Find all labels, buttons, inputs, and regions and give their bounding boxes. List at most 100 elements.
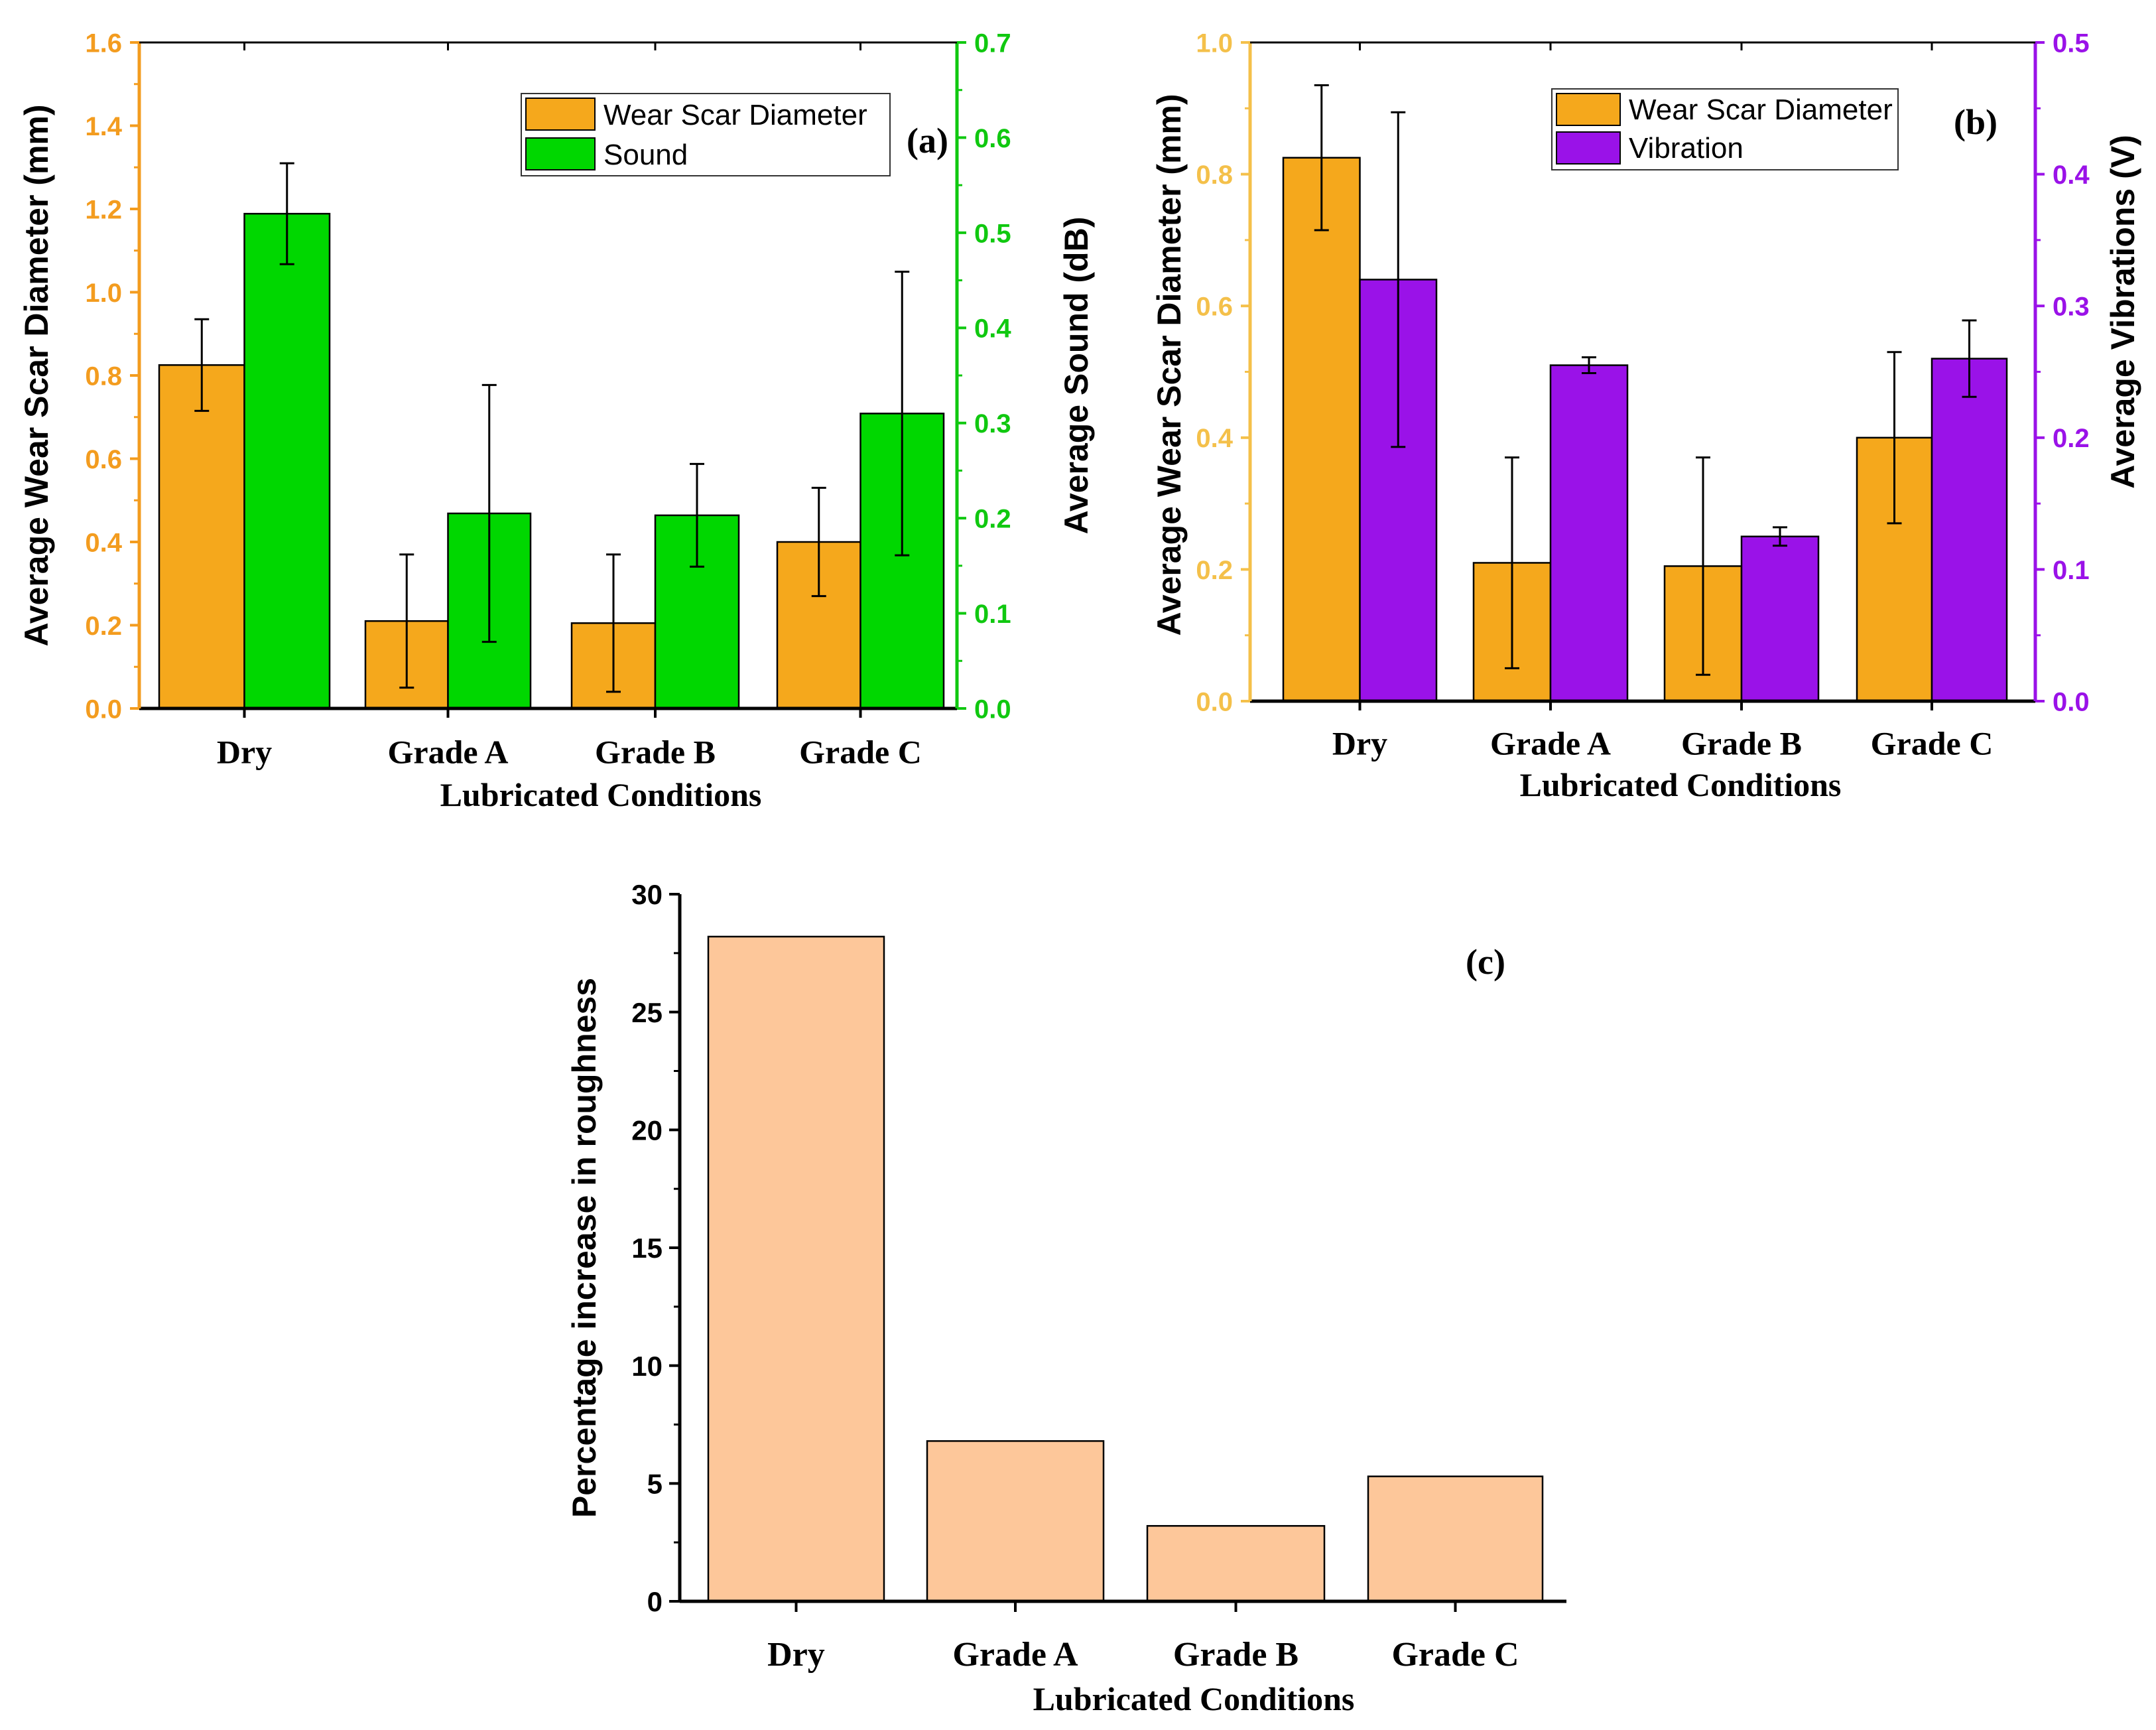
chart-c-y-tick-label-left-7: 30 <box>631 879 663 910</box>
chart-a-errorbar-2-4 <box>895 271 910 557</box>
chart-b-legend-label-2: Vibration <box>1629 132 1744 165</box>
chart-b-y-tick-label-right-4: 0.3 <box>2053 293 2090 322</box>
chart-a-y-tick-label-right-5: 0.4 <box>974 314 1011 344</box>
chart-c-x-tick-label-2: Grade A <box>952 1636 1078 1674</box>
chart-c-bar-1-3 <box>1146 1525 1326 1603</box>
chart-b: Dry Grade A Grade B Grade C 0.0 0.2 0.4 0.6 0.8 1… <box>1151 29 2141 803</box>
chart-a-legend-swatch-2 <box>525 137 596 170</box>
chart-b-y-tick-label-left-1: 0.0 <box>1196 687 1233 716</box>
chart-b-panel-label: (b) <box>1954 102 1997 142</box>
chart-a-legend: Wear Scar Diameter Sound <box>521 93 891 176</box>
chart-a-errorbar-2-3 <box>690 462 704 568</box>
chart-c-bar-1-4 <box>1367 1475 1544 1603</box>
chart-b-legend: Wear Scar Diameter Vibration <box>1551 88 1899 170</box>
chart-b-bar-2-4 <box>1931 358 2008 702</box>
chart-c-y-tick-label-left-3: 10 <box>631 1351 663 1382</box>
chart-c-x-tick-label-4: Grade C <box>1391 1636 1519 1674</box>
chart-c-ticks: Dry Grade A Grade B Grade C 0 5 10 15 20 25 30 <box>631 879 1519 1674</box>
chart-a-errorbar-2-1 <box>279 162 294 265</box>
chart-b-legend-swatch-2 <box>1556 131 1621 165</box>
chart-b-bar-2-3 <box>1740 535 1820 702</box>
chart-a-y-tick-label-right-7: 0.6 <box>974 124 1011 153</box>
chart-c-bar-1-2 <box>926 1440 1105 1603</box>
chart-b-x-tick-label-3: Grade B <box>1681 725 1802 762</box>
chart-a-y-tick-label-left-5: 0.8 <box>85 362 122 391</box>
chart-a-x-tick-label-4: Grade C <box>799 734 922 771</box>
chart-b-y-tick-label-left-4: 0.6 <box>1196 293 1233 322</box>
chart-b-errorbar-2-1 <box>1391 111 1406 448</box>
chart-b-xlabel: Lubricated Conditions <box>1520 766 1842 803</box>
chart-c: Dry Grade A Grade B Grade C 0 5 10 15 20 25 30 Per… <box>566 879 1566 1717</box>
chart-c-x-tick-label-3: Grade B <box>1173 1636 1299 1674</box>
chart-a: Dry Grade A Grade B Grade C 0.0 0.2 0.4 0.6 0.8 1… <box>18 29 1095 813</box>
chart-a-y-tick-label-right-1: 0.0 <box>974 695 1011 724</box>
chart-a-y-tick-label-right-4: 0.3 <box>974 409 1011 438</box>
chart-b-y-tick-label-right-2: 0.1 <box>2053 556 2090 585</box>
chart-a-legend-label-1: Wear Scar Diameter <box>603 99 867 131</box>
chart-a-y-tick-label-left-6: 1.0 <box>85 279 122 308</box>
chart-a-errorbar-1-1 <box>194 318 210 412</box>
chart-a-panel-label: (a) <box>907 121 948 161</box>
chart-a-ylabel-right: Average Sound (dB) <box>1058 217 1095 535</box>
chart-a-y-tick-label-left-2: 0.2 <box>85 612 122 641</box>
chart-b-x-tick-label-4: Grade C <box>1871 725 1994 762</box>
chart-a-errorbar-2-2 <box>481 383 497 643</box>
chart-c-bar-1-1 <box>707 935 885 1603</box>
chart-b-legend-label-1: Wear Scar Diameter <box>1629 94 1893 126</box>
chart-a-bar-2-1 <box>243 212 331 710</box>
chart-a-y-tick-label-left-8: 1.4 <box>85 112 122 141</box>
chart-b-y-tick-label-right-3: 0.2 <box>2053 424 2090 453</box>
chart-b-errorbar-2-3 <box>1773 526 1787 547</box>
chart-a-y-tick-label-left-7: 1.2 <box>85 195 122 224</box>
chart-a-legend-label-2: Sound <box>603 139 688 171</box>
chart-a-y-tick-label-right-2: 0.1 <box>974 600 1011 629</box>
chart-b-errorbar-1-3 <box>1696 456 1710 676</box>
chart-b-errorbar-1-2 <box>1505 456 1519 669</box>
chart-c-y-tick-label-left-4: 15 <box>631 1232 663 1264</box>
chart-a-y-tick-label-right-8: 0.7 <box>974 29 1011 58</box>
chart-c-y-tick-label-left-5: 20 <box>631 1114 663 1146</box>
chart-b-bar-2-2 <box>1549 364 1629 702</box>
chart-b-x-tick-label-1: Dry <box>1332 725 1387 762</box>
chart-b-x-tick-label-2: Grade A <box>1490 725 1611 762</box>
chart-c-y-tick-label-left-2: 5 <box>647 1468 663 1499</box>
chart-a-x-tick-label-2: Grade A <box>388 734 509 771</box>
chart-c-xlabel: Lubricated Conditions <box>1033 1680 1355 1717</box>
chart-a-ticks: Dry Grade A Grade B Grade C 0.0 0.2 0.4 0.6 0.8 1… <box>85 29 1011 770</box>
chart-b-errorbar-1-1 <box>1314 84 1329 232</box>
chart-b-legend-swatch-1 <box>1556 93 1621 126</box>
chart-a-errorbar-1-2 <box>399 553 414 689</box>
chart-c-x-tick-label-1: Dry <box>767 1636 825 1674</box>
chart-b-errorbar-2-2 <box>1582 356 1596 374</box>
chart-b-y-tick-label-left-3: 0.4 <box>1196 424 1233 453</box>
chart-a-ylabel-left: Average Wear Scar Diameter (mm) <box>18 104 55 646</box>
chart-a-errorbar-1-4 <box>811 486 826 598</box>
chart-b-errorbar-1-4 <box>1887 351 1902 525</box>
chart-c-y-tick-label-left-1: 0 <box>647 1586 663 1617</box>
chart-b-y-tick-label-right-1: 0.0 <box>2053 687 2090 716</box>
chart-a-x-tick-label-3: Grade B <box>595 734 716 771</box>
chart-a-bar-1-1 <box>158 364 245 710</box>
chart-a-y-tick-label-left-1: 0.0 <box>85 695 122 724</box>
chart-b-marks <box>1282 84 2008 702</box>
chart-b-y-tick-label-right-5: 0.4 <box>2053 161 2090 190</box>
chart-b-y-tick-label-left-6: 1.0 <box>1196 29 1233 58</box>
chart-c-panel-label: (c) <box>1466 942 1505 982</box>
chart-a-x-tick-label-1: Dry <box>217 734 272 771</box>
chart-c-marks <box>707 935 1544 1603</box>
chart-b-y-tick-label-left-5: 0.8 <box>1196 161 1233 190</box>
chart-a-errorbar-1-3 <box>606 553 621 693</box>
chart-b-y-tick-label-left-2: 0.2 <box>1196 556 1233 585</box>
chart-c-ylabel: Percentage increase in roughness <box>566 978 603 1518</box>
chart-a-xlabel: Lubricated Conditions <box>440 776 762 813</box>
chart-b-errorbar-2-4 <box>1962 319 1977 398</box>
chart-b-ylabel-left: Average Wear Scar Diameter (mm) <box>1151 94 1188 635</box>
chart-a-marks <box>158 162 945 710</box>
chart-a-y-tick-label-right-6: 0.5 <box>974 219 1011 248</box>
chart-a-y-tick-label-left-4: 0.6 <box>85 445 122 474</box>
chart-a-y-tick-label-left-3: 0.4 <box>85 528 122 557</box>
chart-b-y-tick-label-right-6: 0.5 <box>2053 29 2090 58</box>
chart-b-ticks: Dry Grade A Grade B Grade C 0.0 0.2 0.4 0.6 0.8 1… <box>1196 29 2090 762</box>
chart-a-legend-swatch-1 <box>525 98 596 131</box>
